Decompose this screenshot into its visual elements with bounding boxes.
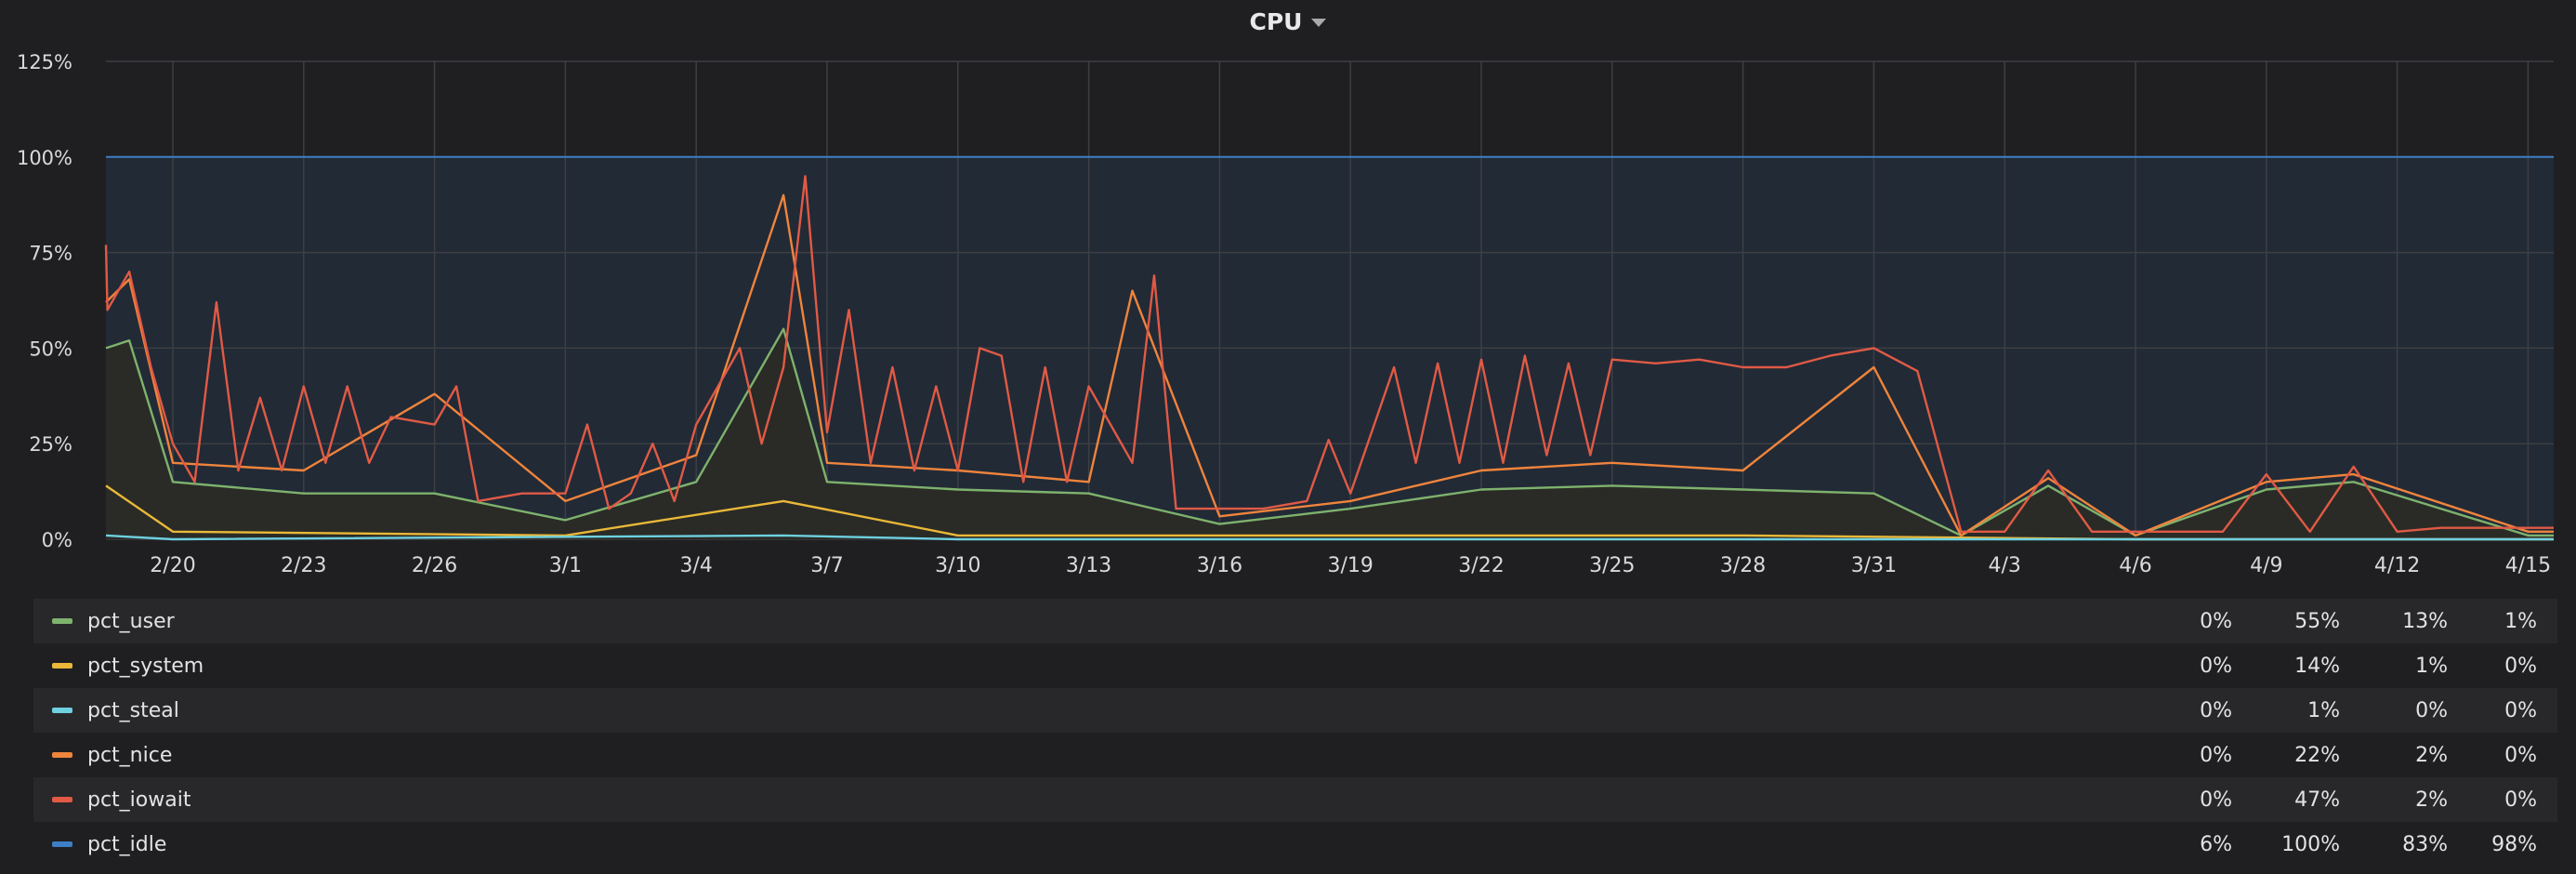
legend-series-name[interactable]: pct_idle — [87, 832, 167, 856]
panel-header[interactable]: CPU — [0, 0, 2576, 43]
x-tick-label: 3/22 — [1458, 554, 1504, 577]
y-tick-label: 50% — [29, 338, 72, 360]
legend-value: 1% — [2504, 609, 2537, 633]
legend-value: 0% — [2200, 743, 2232, 767]
legend-swatch[interactable] — [52, 797, 72, 802]
x-tick-label: 4/6 — [2119, 554, 2151, 577]
legend-value: 1% — [2415, 654, 2448, 678]
legend-swatch[interactable] — [52, 752, 72, 758]
legend-value: 0% — [2200, 698, 2232, 722]
legend-row-pct_steal[interactable]: pct_steal 0% 1% 0% 0% — [33, 688, 2557, 733]
legend-value: 14% — [2294, 654, 2340, 678]
legend-swatch[interactable] — [52, 708, 72, 713]
legend-value: 6% — [2200, 832, 2232, 856]
legend-value: 22% — [2294, 743, 2340, 767]
x-tick-label: 3/28 — [1720, 554, 1766, 577]
legend-value: 83% — [2402, 832, 2448, 856]
series-line-pct_user — [105, 327, 2554, 537]
legend-value: 0% — [2504, 788, 2537, 812]
legend-value: 0% — [2200, 788, 2232, 812]
legend-value: 0% — [2415, 698, 2448, 722]
legend-row-pct_idle[interactable]: pct_idle 6% 100% 83% 98% — [33, 822, 2557, 867]
x-tick-label: 3/16 — [1197, 554, 1242, 577]
legend-value: 1% — [2307, 698, 2340, 722]
y-tick-label: 0% — [42, 529, 72, 551]
x-tick-label: 3/1 — [549, 554, 582, 577]
legend-series-name[interactable]: pct_system — [87, 654, 204, 678]
legend-series-name[interactable]: pct_iowait — [87, 788, 191, 812]
x-tick-label: 4/12 — [2374, 554, 2420, 577]
x-tick-label: 3/13 — [1066, 554, 1111, 577]
cpu-chart: 0% 25% 50% 75% 100% 125% 2/20 2/23 2/26 3/1 3/4 3/7… — [17, 51, 2554, 577]
legend-value: 2% — [2415, 743, 2448, 767]
legend-value: 0% — [2504, 743, 2537, 767]
x-tick-label: 2/23 — [281, 554, 326, 577]
legend-table: pct_user 0% 55% 13% 1% pct_system 0% 14% 1% 0% pct… — [33, 599, 2557, 867]
y-tick-label: 75% — [29, 243, 72, 265]
panel-title[interactable]: CPU — [1249, 7, 1303, 35]
series-line-pct_steal — [105, 534, 2554, 541]
legend-row-pct_user[interactable]: pct_user 0% 55% 13% 1% — [33, 599, 2557, 643]
series-area-pct_user — [106, 328, 2554, 539]
series-line-pct_iowait — [104, 175, 2554, 533]
x-tick-label: 3/7 — [810, 554, 843, 577]
x-tick-label: 3/25 — [1589, 554, 1635, 577]
legend-row-pct_system[interactable]: pct_system 0% 14% 1% 0% — [33, 643, 2557, 688]
x-tick-label: 2/20 — [150, 554, 195, 577]
legend-value: 100% — [2281, 832, 2340, 856]
legend-series-name[interactable]: pct_user — [87, 609, 175, 633]
x-tick-label: 4/15 — [2505, 554, 2551, 577]
y-tick-label: 100% — [17, 147, 72, 169]
x-tick-label: 3/4 — [679, 554, 712, 577]
legend-value: 13% — [2402, 609, 2448, 633]
y-tick-label: 25% — [29, 433, 72, 456]
legend-value: 55% — [2294, 609, 2340, 633]
x-tick-label: 4/9 — [2250, 554, 2282, 577]
series-line-pct_system — [105, 484, 2554, 541]
legend-value: 0% — [2200, 654, 2232, 678]
legend-row-pct_nice[interactable]: pct_nice 0% 22% 2% 0% — [33, 733, 2557, 777]
x-tick-label: 3/19 — [1327, 554, 1373, 577]
x-tick-label: 4/3 — [1988, 554, 2020, 577]
x-tick-label: 2/26 — [412, 554, 457, 577]
x-tick-label: 3/31 — [1851, 554, 1897, 577]
legend-swatch[interactable] — [52, 663, 72, 669]
legend-series-name[interactable]: pct_nice — [87, 743, 173, 767]
legend-value: 0% — [2504, 698, 2537, 722]
legend-row-pct_iowait[interactable]: pct_iowait 0% 47% 2% 0% — [33, 777, 2557, 822]
legend-value: 0% — [2504, 654, 2537, 678]
legend-swatch[interactable] — [52, 618, 72, 624]
legend-value: 0% — [2200, 609, 2232, 633]
legend-value: 98% — [2491, 832, 2537, 856]
legend-value: 47% — [2294, 788, 2340, 812]
series-line-pct_nice — [105, 193, 2554, 537]
y-tick-label: 125% — [17, 51, 72, 73]
chevron-down-icon[interactable] — [1311, 19, 1327, 27]
legend-value: 2% — [2415, 788, 2448, 812]
x-tick-label: 3/10 — [935, 554, 980, 577]
legend-swatch[interactable] — [52, 841, 72, 847]
legend-series-name[interactable]: pct_steal — [87, 698, 179, 722]
